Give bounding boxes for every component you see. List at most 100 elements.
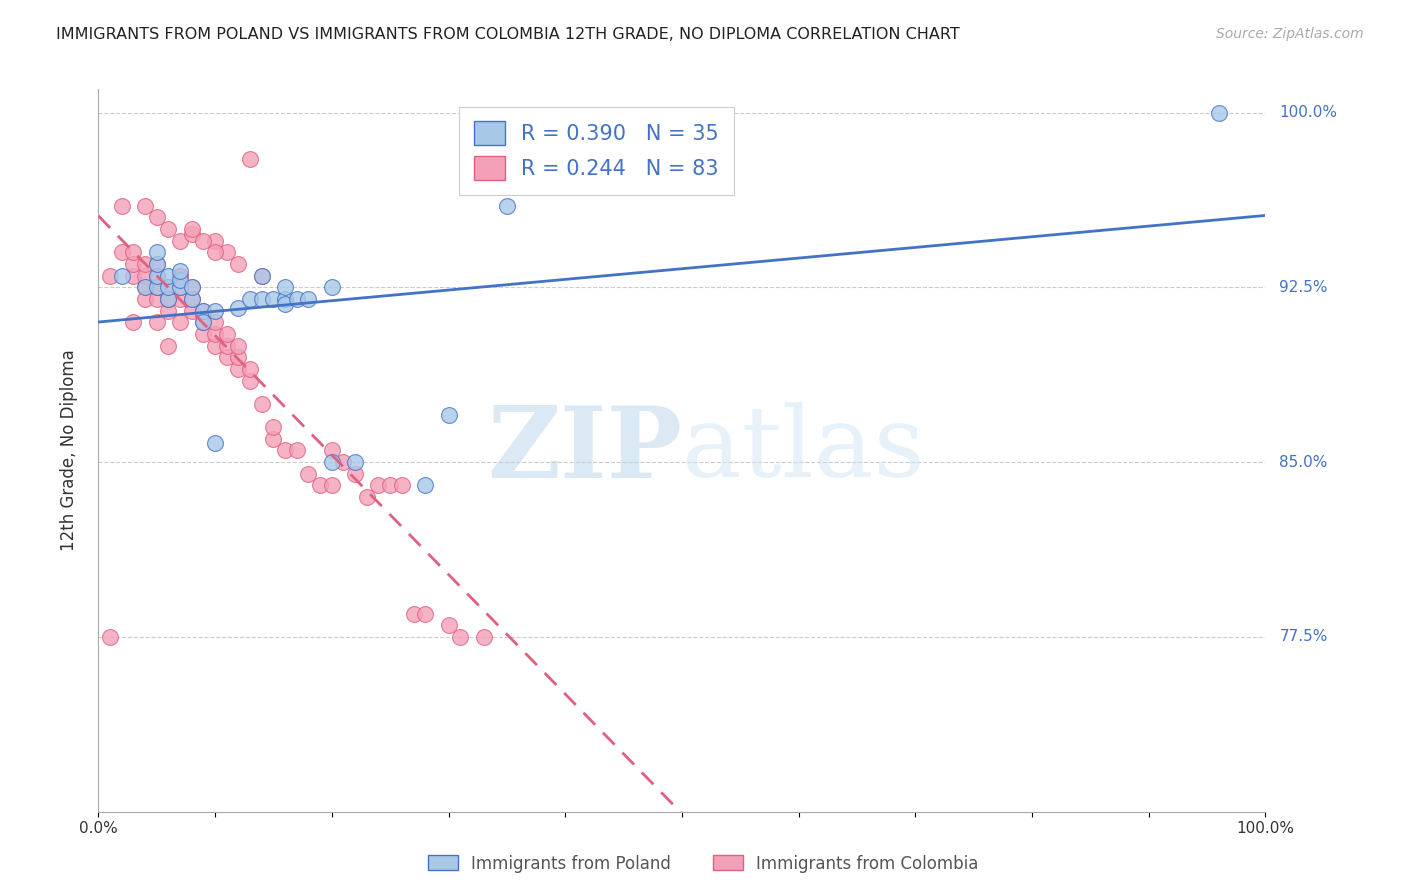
Point [228, 350, 250, 364]
Point [274, 280, 297, 294]
Point [321, 443, 343, 458]
Point [146, 211, 169, 225]
Point [297, 467, 319, 481]
Point [193, 234, 215, 248]
Point [228, 362, 250, 376]
Text: ZIP: ZIP [486, 402, 682, 499]
Point [332, 455, 354, 469]
Point [169, 264, 191, 278]
Point [1208, 105, 1230, 120]
Point [146, 280, 169, 294]
Point [180, 292, 202, 306]
Point [496, 199, 519, 213]
Point [169, 268, 191, 283]
Text: 85.0%: 85.0% [1279, 455, 1327, 469]
Point [250, 268, 273, 283]
Legend: Immigrants from Poland, Immigrants from Colombia: Immigrants from Poland, Immigrants from … [420, 848, 986, 880]
Text: Source: ZipAtlas.com: Source: ZipAtlas.com [1216, 27, 1364, 41]
Point [228, 257, 250, 271]
Point [250, 397, 273, 411]
Point [134, 257, 156, 271]
Point [169, 268, 191, 283]
Point [146, 257, 169, 271]
Point [204, 338, 226, 352]
Point [157, 268, 180, 283]
Text: 100.0%: 100.0% [1279, 105, 1337, 120]
Point [204, 234, 226, 248]
Point [437, 618, 460, 632]
Point [98, 630, 121, 644]
Point [157, 303, 180, 318]
Point [215, 338, 238, 352]
Point [180, 292, 202, 306]
Point [157, 222, 180, 236]
Point [215, 245, 238, 260]
Point [228, 301, 250, 316]
Point [380, 478, 402, 492]
Point [146, 280, 169, 294]
Point [297, 292, 319, 306]
Point [391, 478, 413, 492]
Point [413, 478, 436, 492]
Point [169, 280, 191, 294]
Point [169, 292, 191, 306]
Point [472, 630, 495, 644]
Y-axis label: 12th Grade, No Diploma: 12th Grade, No Diploma [59, 350, 77, 551]
Point [134, 268, 156, 283]
Point [204, 303, 226, 318]
Point [356, 490, 378, 504]
Point [157, 292, 180, 306]
Point [111, 245, 134, 260]
Point [215, 350, 238, 364]
Point [157, 280, 180, 294]
Point [180, 280, 202, 294]
Point [262, 432, 284, 446]
Point [204, 245, 226, 260]
Text: atlas: atlas [682, 402, 925, 499]
Point [274, 296, 297, 310]
Point [413, 607, 436, 621]
Point [285, 443, 308, 458]
Point [146, 268, 169, 283]
Point [215, 326, 238, 341]
Point [134, 280, 156, 294]
Point [285, 292, 308, 306]
Point [193, 315, 215, 329]
Point [204, 436, 226, 450]
Point [344, 467, 367, 481]
Point [134, 292, 156, 306]
Point [193, 303, 215, 318]
Point [157, 292, 180, 306]
Point [134, 199, 156, 213]
Point [239, 374, 262, 388]
Point [204, 326, 226, 341]
Point [146, 292, 169, 306]
Point [157, 338, 180, 352]
Legend: R = 0.390   N = 35, R = 0.244   N = 83: R = 0.390 N = 35, R = 0.244 N = 83 [458, 107, 734, 194]
Point [274, 443, 297, 458]
Point [262, 292, 284, 306]
Text: IMMIGRANTS FROM POLAND VS IMMIGRANTS FROM COLOMBIA 12TH GRADE, NO DIPLOMA CORREL: IMMIGRANTS FROM POLAND VS IMMIGRANTS FRO… [56, 27, 960, 42]
Point [169, 273, 191, 287]
Point [367, 478, 389, 492]
Point [239, 152, 262, 166]
Point [180, 303, 202, 318]
Point [169, 280, 191, 294]
Point [122, 268, 145, 283]
Point [146, 268, 169, 283]
Point [204, 315, 226, 329]
Point [134, 280, 156, 294]
Point [239, 292, 262, 306]
Point [449, 630, 471, 644]
Point [250, 268, 273, 283]
Point [274, 292, 297, 306]
Point [157, 292, 180, 306]
Point [180, 227, 202, 241]
Point [193, 326, 215, 341]
Point [262, 420, 284, 434]
Point [239, 362, 262, 376]
Point [157, 280, 180, 294]
Point [111, 199, 134, 213]
Point [169, 315, 191, 329]
Point [344, 455, 367, 469]
